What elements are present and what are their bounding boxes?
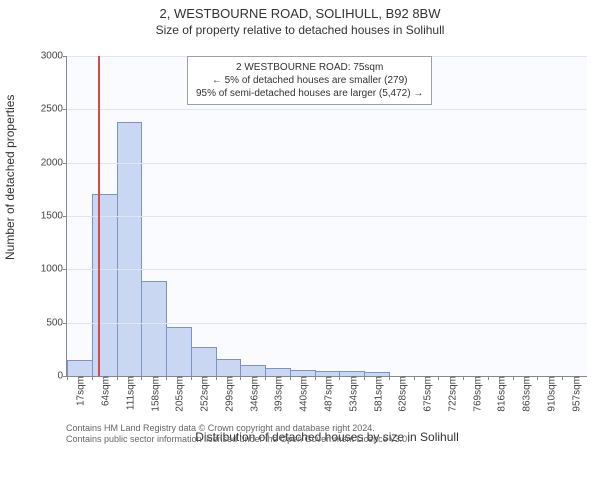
- x-tick-label: 64sqm: [97, 376, 112, 406]
- info-line-2: ← 5% of detached houses are smaller (279…: [196, 74, 423, 87]
- x-tick-mark: [364, 376, 365, 380]
- x-tick-mark: [67, 376, 68, 380]
- x-tick-label: 534sqm: [344, 376, 359, 412]
- x-tick-label: 440sqm: [295, 376, 310, 412]
- x-tick-label: 863sqm: [518, 376, 533, 412]
- marker-line: [98, 56, 100, 376]
- x-tick-label: 17sqm: [72, 376, 87, 406]
- histogram-bar: [166, 327, 192, 376]
- x-tick-mark: [537, 376, 538, 380]
- x-tick-label: 769sqm: [468, 376, 483, 412]
- histogram-bar: [191, 347, 217, 376]
- x-tick-mark: [438, 376, 439, 380]
- x-tick-mark: [463, 376, 464, 380]
- x-tick-label: 957sqm: [567, 376, 582, 412]
- y-tick-label: 3000: [41, 51, 67, 62]
- page-title: 2, WESTBOURNE ROAD, SOLIHULL, B92 8BW: [0, 6, 600, 21]
- x-tick-mark: [191, 376, 192, 380]
- x-tick-mark: [166, 376, 167, 380]
- x-tick-mark: [117, 376, 118, 380]
- x-tick-label: 158sqm: [146, 376, 161, 412]
- x-tick-label: 581sqm: [369, 376, 384, 412]
- x-tick-label: 346sqm: [245, 376, 260, 412]
- x-tick-label: 910sqm: [542, 376, 557, 412]
- histogram-bar: [141, 281, 167, 376]
- histogram-bar: [240, 365, 266, 376]
- chart-wrap: Number of detached properties 2 WESTBOUR…: [0, 50, 600, 450]
- x-tick-label: 628sqm: [394, 376, 409, 412]
- x-tick-label: 252sqm: [196, 376, 211, 412]
- plot-area: 2 WESTBOURNE ROAD: 75sqm ← 5% of detache…: [66, 56, 587, 377]
- grid-line: [67, 323, 587, 324]
- x-tick-label: 393sqm: [270, 376, 285, 412]
- chart-container: 2, WESTBOURNE ROAD, SOLIHULL, B92 8BW Si…: [0, 6, 600, 500]
- info-line-3: 95% of semi-detached houses are larger (…: [196, 87, 423, 100]
- info-line-1: 2 WESTBOURNE ROAD: 75sqm: [196, 61, 423, 74]
- page-subtitle: Size of property relative to detached ho…: [0, 23, 600, 37]
- x-tick-label: 487sqm: [320, 376, 335, 412]
- grid-line: [67, 269, 587, 270]
- x-tick-mark: [339, 376, 340, 380]
- x-tick-label: 111sqm: [121, 376, 136, 410]
- x-tick-label: 816sqm: [493, 376, 508, 412]
- x-tick-mark: [389, 376, 390, 380]
- x-tick-mark: [265, 376, 266, 380]
- grid-line: [67, 109, 587, 110]
- histogram-bar: [92, 194, 118, 376]
- footer: Contains HM Land Registry data © Crown c…: [66, 423, 410, 446]
- histogram-bar: [117, 122, 143, 376]
- x-tick-mark: [240, 376, 241, 380]
- x-tick-mark: [513, 376, 514, 380]
- histogram-bar: [216, 359, 242, 376]
- footer-line-2: Contains public sector information licen…: [66, 434, 410, 446]
- x-tick-mark: [414, 376, 415, 380]
- x-tick-label: 722sqm: [443, 376, 458, 412]
- x-tick-mark: [141, 376, 142, 380]
- x-tick-mark: [216, 376, 217, 380]
- x-tick-mark: [562, 376, 563, 380]
- x-tick-mark: [315, 376, 316, 380]
- y-tick-label: 2000: [41, 157, 67, 168]
- x-tick-label: 205sqm: [171, 376, 186, 412]
- footer-line-1: Contains HM Land Registry data © Crown c…: [66, 423, 410, 435]
- y-tick-label: 500: [46, 317, 67, 328]
- histogram-bar: [67, 360, 93, 376]
- x-tick-label: 299sqm: [220, 376, 235, 412]
- y-tick-label: 1000: [41, 264, 67, 275]
- x-tick-label: 675sqm: [419, 376, 434, 412]
- grid-line: [67, 216, 587, 217]
- info-box: 2 WESTBOURNE ROAD: 75sqm ← 5% of detache…: [187, 56, 432, 105]
- y-tick-label: 1500: [41, 211, 67, 222]
- x-tick-mark: [488, 376, 489, 380]
- y-tick-label: 0: [57, 371, 67, 382]
- y-axis-label: Number of detached properties: [3, 240, 17, 260]
- grid-line: [67, 163, 587, 164]
- x-tick-mark: [290, 376, 291, 380]
- y-tick-label: 2500: [41, 104, 67, 115]
- x-tick-mark: [92, 376, 93, 380]
- histogram-bar: [265, 368, 291, 376]
